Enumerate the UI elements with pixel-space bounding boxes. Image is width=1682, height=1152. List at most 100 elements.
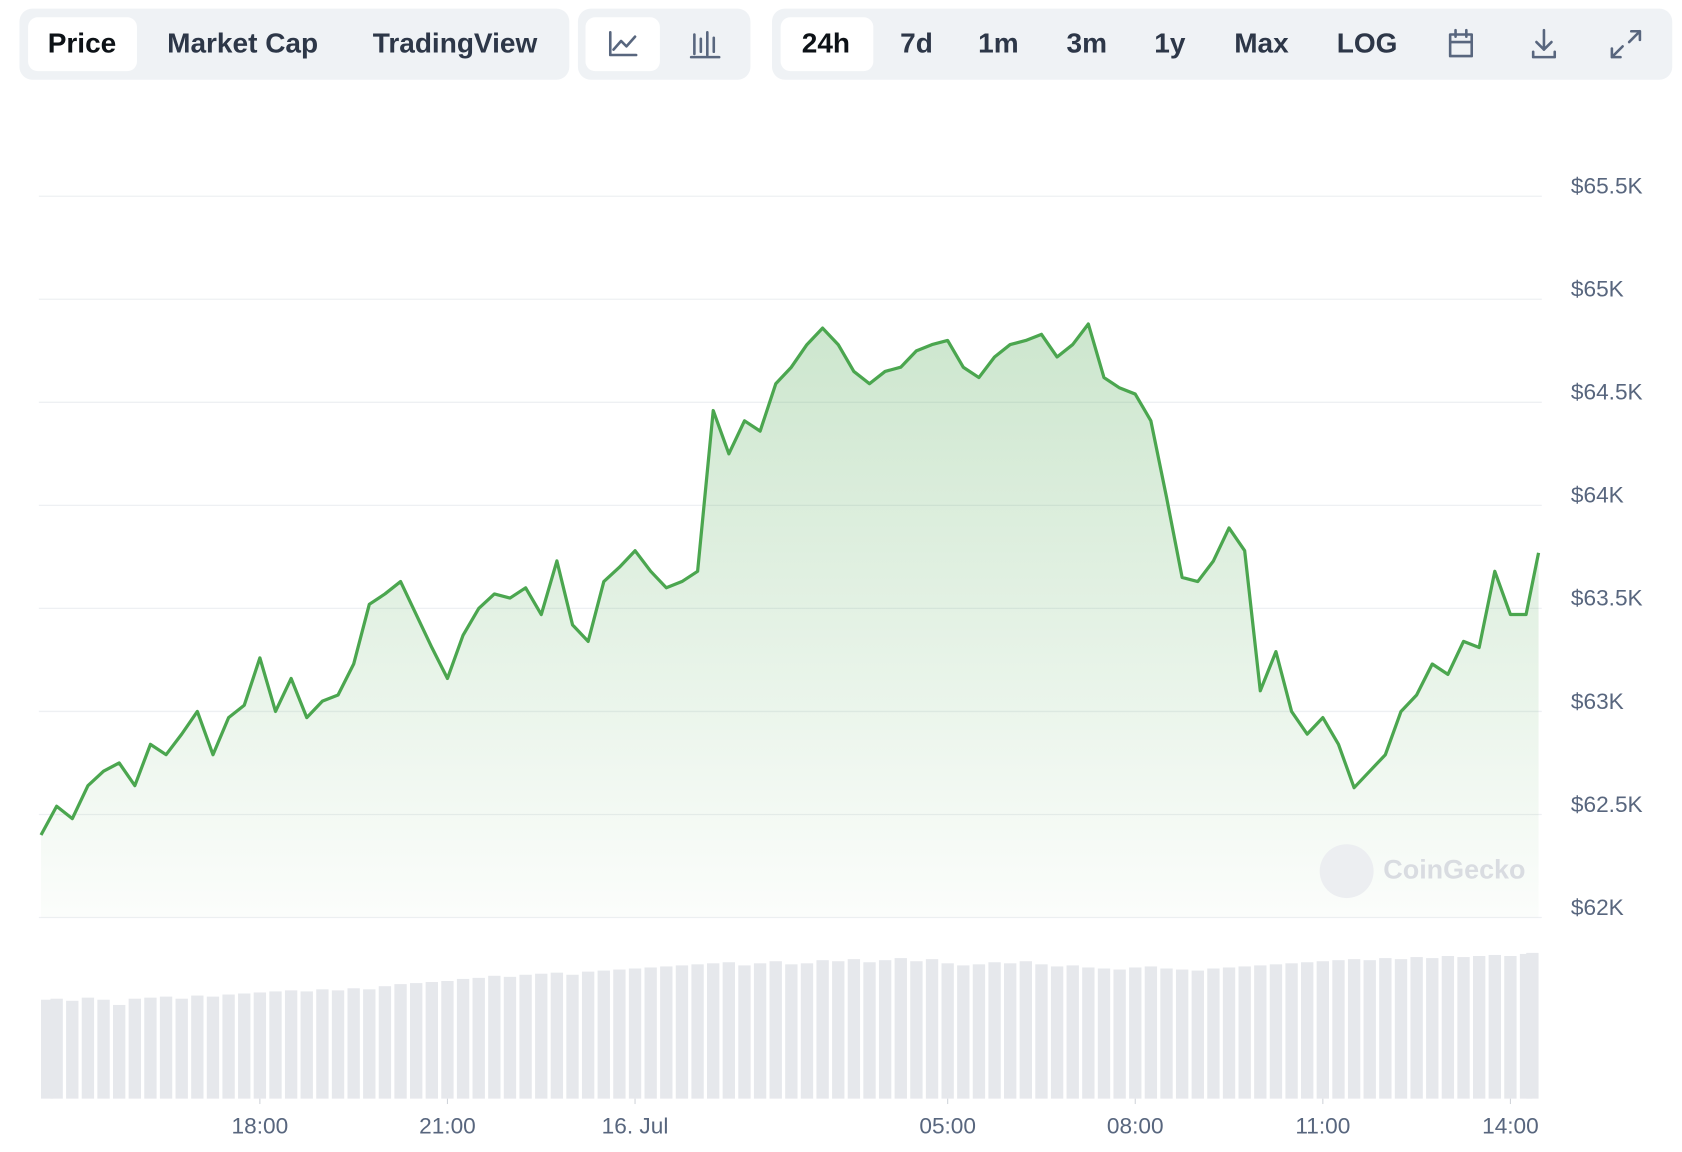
volume-bar (316, 989, 329, 1099)
volume-bar (972, 964, 986, 1099)
range-button[interactable]: Max (1234, 28, 1289, 59)
volume-bar (1066, 965, 1079, 1099)
volume-bar (1160, 968, 1173, 1099)
toolbar: Price Market Cap TradingView 24h 7d 1m 3… (19, 8, 1673, 80)
volume-bar (363, 989, 376, 1099)
fullscreen-icon[interactable] (1610, 29, 1642, 59)
y-tick-label: $62K (1571, 895, 1624, 920)
candle-chart-icon[interactable] (689, 31, 721, 59)
volume-bar (300, 991, 313, 1099)
y-tick-label: $64K (1571, 483, 1624, 508)
view-button[interactable]: Price (48, 28, 117, 59)
view-button[interactable]: TradingView (373, 28, 538, 59)
y-tick-label: $62.5K (1571, 792, 1643, 817)
active-range (780, 17, 874, 72)
range-button[interactable]: 3m (1067, 28, 1108, 59)
volume-bar (284, 990, 298, 1099)
range-button[interactable]: 1m (978, 28, 1019, 59)
volume-bar (550, 972, 564, 1099)
volume-bar (785, 964, 798, 1099)
volume-bar (1316, 961, 1330, 1099)
volume-bar (347, 988, 360, 1099)
volume-bar (691, 964, 704, 1099)
volume-bar (269, 991, 282, 1099)
volume-bar (1191, 970, 1204, 1099)
range-button[interactable]: 24h (802, 28, 850, 59)
volume-bar (1472, 956, 1486, 1099)
range-button[interactable]: 1y (1154, 28, 1186, 59)
volume-bar (378, 986, 392, 1099)
volume-bar (1457, 957, 1470, 1099)
volume-bar (988, 962, 1001, 1099)
volume-bar (613, 969, 626, 1099)
volume-bar (238, 993, 251, 1099)
volume-bar (1035, 964, 1048, 1099)
download-icon[interactable] (1531, 28, 1557, 59)
line-chart-icon[interactable] (608, 31, 638, 57)
price-area (41, 323, 1539, 918)
y-tick-label: $64.5K (1571, 380, 1643, 405)
volume-bar (112, 1004, 126, 1099)
volume-bar (660, 966, 673, 1099)
volume-bar (519, 974, 532, 1099)
y-tick-label: $63.5K (1571, 586, 1643, 611)
price (39, 322, 1541, 918)
volume-bar (1144, 966, 1158, 1099)
volume-bar (222, 994, 235, 1099)
watermark-text: CoinGecko (1383, 854, 1525, 884)
x-tick-label: 11:00 (1295, 1114, 1350, 1139)
volume-bar (1222, 967, 1236, 1099)
volume-bar (566, 974, 579, 1099)
volume-bar (50, 998, 63, 1099)
range-button[interactable]: 7d (900, 28, 933, 59)
volume-bar (722, 962, 735, 1099)
volume-bar (832, 961, 845, 1099)
volume-bar (941, 963, 954, 1099)
volume-bar (253, 992, 267, 1099)
volume-bar (1175, 969, 1189, 1099)
volume-bar (1004, 963, 1017, 1099)
volume-bar (410, 983, 423, 1099)
volume-bar (1410, 957, 1423, 1099)
volume-bar (847, 959, 861, 1099)
x-tick-label: 18:00 (232, 1114, 289, 1139)
volume-bar (425, 982, 438, 1099)
volume-bar (957, 965, 970, 1099)
volume-bar (863, 962, 876, 1099)
volume-bar (331, 990, 345, 1099)
volume-bar (1332, 960, 1345, 1099)
volume-bar (910, 961, 923, 1099)
volume-bar (1050, 966, 1064, 1099)
y-tick-label: $65K (1571, 277, 1624, 302)
volume-bar (191, 995, 204, 1099)
volume-bar (1113, 969, 1126, 1099)
volume-bar (1238, 966, 1251, 1099)
view-button[interactable]: Market Cap (167, 28, 318, 59)
volume-bar (159, 996, 173, 1099)
volume-bar (800, 963, 814, 1099)
volume-bar (128, 998, 141, 1099)
volume-bar (441, 981, 454, 1099)
volume-bar (925, 959, 939, 1099)
range-group (771, 8, 1673, 80)
x-tick-label: 05:00 (919, 1114, 976, 1139)
volume-bar (738, 965, 751, 1099)
volume-bar (1379, 958, 1392, 1099)
x-tick-label: 08:00 (1107, 1114, 1164, 1139)
volume-bar (753, 963, 767, 1099)
volume-bar (1504, 956, 1517, 1099)
volume-bar (1269, 964, 1283, 1099)
volume-bar (1488, 954, 1501, 1099)
volume-bar (175, 998, 188, 1099)
calendar-icon[interactable] (1448, 28, 1474, 58)
grid: $62K $62.5K $63K $63.5K $64K $64.5K $65K $65.5K… (38, 174, 1643, 1139)
volume-bar (878, 960, 892, 1099)
volume-bar (1426, 958, 1439, 1099)
volume-bar (1347, 959, 1361, 1099)
volume-bar (488, 975, 501, 1099)
range-button[interactable]: LOG (1337, 28, 1398, 59)
volume-bar (66, 1000, 79, 1099)
volume-bar (503, 976, 517, 1099)
